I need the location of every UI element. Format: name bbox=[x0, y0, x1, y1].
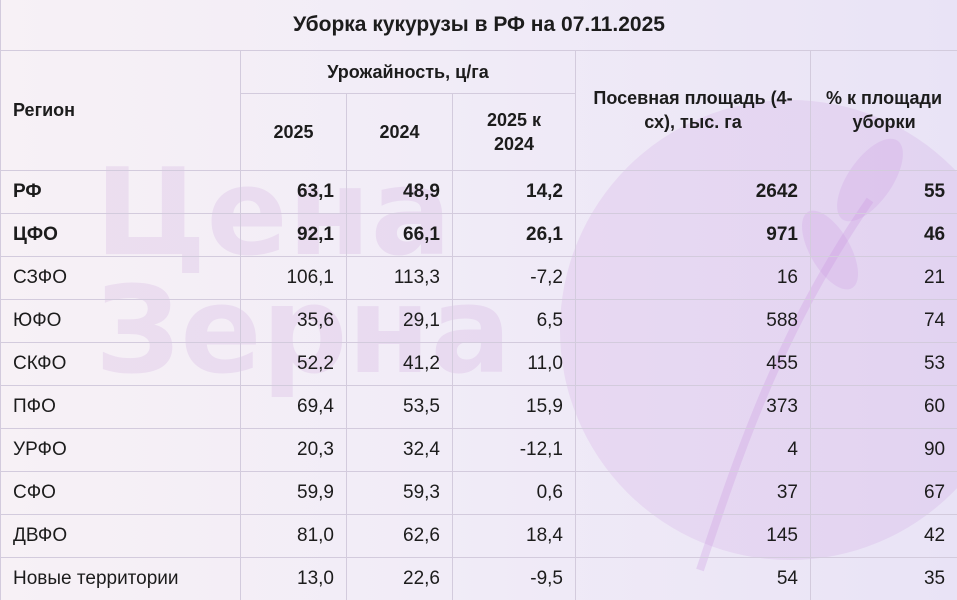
cell-pct: 55 bbox=[809, 169, 957, 214]
cell-pct: 35 bbox=[809, 556, 957, 600]
cell-area: 455 bbox=[575, 341, 811, 386]
cell-diff: -12,1 bbox=[452, 427, 576, 472]
cell-pct: 53 bbox=[809, 341, 957, 386]
header-yield: Урожайность, ц/га bbox=[240, 49, 576, 94]
cell-area: 37 bbox=[575, 470, 811, 515]
cell-yield-2025: 63,1 bbox=[240, 169, 347, 214]
cell-diff: 26,1 bbox=[452, 212, 576, 257]
cell-yield-2025: 35,6 bbox=[240, 298, 347, 343]
cell-diff: 14,2 bbox=[452, 169, 576, 214]
header-2025: 2025 bbox=[240, 92, 347, 171]
cell-yield-2025: 92,1 bbox=[240, 212, 347, 257]
cell-diff: 11,0 bbox=[452, 341, 576, 386]
cell-area: 971 bbox=[575, 212, 811, 257]
cell-region: СКФО bbox=[0, 341, 241, 386]
cell-region: УРФО bbox=[0, 427, 241, 472]
cell-yield-2024: 32,4 bbox=[346, 427, 453, 472]
table-row: ЦФО 92,1 66,1 26,1 971 46 bbox=[0, 212, 957, 257]
cell-diff: 18,4 bbox=[452, 513, 576, 558]
table-row: СФО 59,9 59,3 0,6 37 67 bbox=[0, 470, 957, 515]
cell-pct: 60 bbox=[809, 384, 957, 429]
cell-area: 54 bbox=[575, 556, 811, 600]
table-row: УРФО 20,3 32,4 -12,1 4 90 bbox=[0, 427, 957, 472]
cell-area: 4 bbox=[575, 427, 811, 472]
table-row: СЗФО 106,1 113,3 -7,2 16 21 bbox=[0, 255, 957, 300]
cell-yield-2024: 66,1 bbox=[346, 212, 453, 257]
cell-region: ДВФО bbox=[0, 513, 241, 558]
cell-diff: -9,5 bbox=[452, 556, 576, 600]
cell-yield-2024: 62,6 bbox=[346, 513, 453, 558]
cell-pct: 74 bbox=[809, 298, 957, 343]
header-region: Регион bbox=[0, 49, 241, 171]
header-2024: 2024 bbox=[346, 92, 453, 171]
table-row: ПФО 69,4 53,5 15,9 373 60 bbox=[0, 384, 957, 429]
cell-diff: 0,6 bbox=[452, 470, 576, 515]
cell-pct: 42 bbox=[809, 513, 957, 558]
cell-yield-2024: 48,9 bbox=[346, 169, 453, 214]
cell-pct: 67 bbox=[809, 470, 957, 515]
cell-diff: 6,5 bbox=[452, 298, 576, 343]
cell-yield-2024: 113,3 bbox=[346, 255, 453, 300]
table-row: СКФО 52,2 41,2 11,0 455 53 bbox=[0, 341, 957, 386]
cell-diff: 15,9 bbox=[452, 384, 576, 429]
cell-yield-2024: 53,5 bbox=[346, 384, 453, 429]
cell-pct: 90 bbox=[809, 427, 957, 472]
cell-area: 145 bbox=[575, 513, 811, 558]
cell-area: 16 bbox=[575, 255, 811, 300]
cell-yield-2024: 22,6 bbox=[346, 556, 453, 600]
header-area: Посевная площадь (4-сх), тыс. га bbox=[575, 49, 811, 171]
cell-yield-2024: 59,3 bbox=[346, 470, 453, 515]
cell-region: ЦФО bbox=[0, 212, 241, 257]
table-title: Уборка кукурузы в РФ на 07.11.2025 bbox=[0, 0, 957, 51]
cell-yield-2025: 52,2 bbox=[240, 341, 347, 386]
cell-yield-2025: 106,1 bbox=[240, 255, 347, 300]
cell-yield-2024: 41,2 bbox=[346, 341, 453, 386]
cell-region: Новые территории bbox=[0, 556, 241, 600]
cell-area: 2642 bbox=[575, 169, 811, 214]
table-row: ЮФО 35,6 29,1 6,5 588 74 bbox=[0, 298, 957, 343]
table-row: РФ 63,1 48,9 14,2 2642 55 bbox=[0, 169, 957, 214]
header-pct: % к площади уборки bbox=[809, 49, 957, 171]
cell-region: СЗФО bbox=[0, 255, 241, 300]
cell-pct: 46 bbox=[809, 212, 957, 257]
cell-diff: -7,2 bbox=[452, 255, 576, 300]
cell-area: 373 bbox=[575, 384, 811, 429]
cell-region: РФ bbox=[0, 169, 241, 214]
cell-yield-2024: 29,1 bbox=[346, 298, 453, 343]
table-row: Новые территории 13,0 22,6 -9,5 54 35 bbox=[0, 556, 957, 600]
cell-pct: 21 bbox=[809, 255, 957, 300]
cell-yield-2025: 59,9 bbox=[240, 470, 347, 515]
cell-region: ПФО bbox=[0, 384, 241, 429]
cell-region: СФО bbox=[0, 470, 241, 515]
header-diff: 2025 к 2024 bbox=[452, 92, 576, 171]
cell-area: 588 bbox=[575, 298, 811, 343]
table-row: ДВФО 81,0 62,6 18,4 145 42 bbox=[0, 513, 957, 558]
cell-region: ЮФО bbox=[0, 298, 241, 343]
cell-yield-2025: 81,0 bbox=[240, 513, 347, 558]
cell-yield-2025: 20,3 bbox=[240, 427, 347, 472]
cell-yield-2025: 13,0 bbox=[240, 556, 347, 600]
cell-yield-2025: 69,4 bbox=[240, 384, 347, 429]
